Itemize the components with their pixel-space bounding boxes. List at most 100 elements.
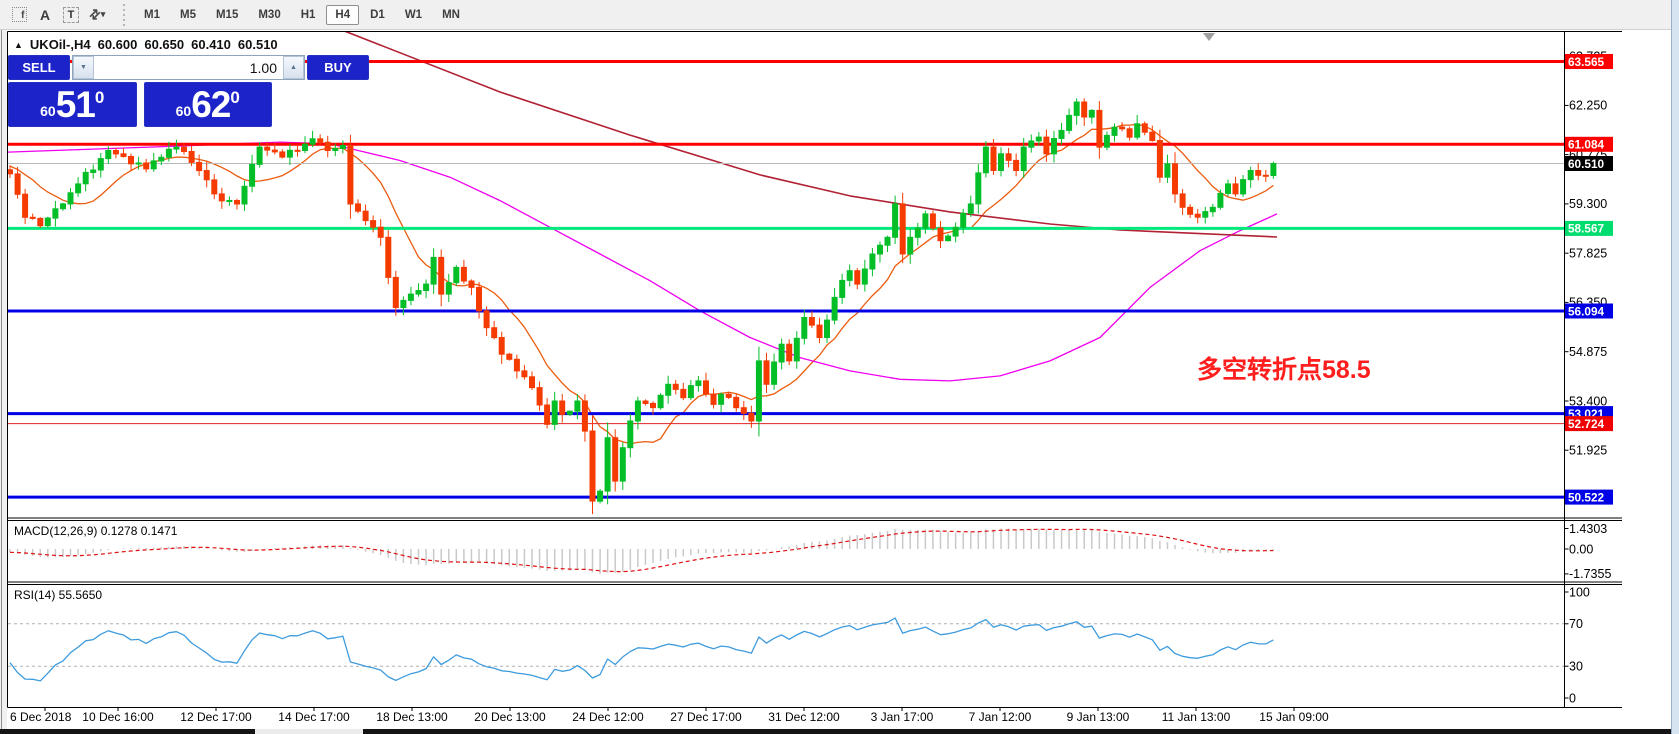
buy-price-big: 62 [191, 84, 231, 125]
candle-body [1103, 134, 1110, 148]
candle-body [120, 153, 127, 158]
timeframe-h4[interactable]: H4 [326, 4, 360, 25]
candle-body [687, 385, 694, 399]
candle-body [1240, 179, 1247, 195]
price-badge [1565, 136, 1613, 152]
candle-body [680, 388, 687, 399]
candle-body [1270, 163, 1277, 176]
volume-input[interactable] [94, 56, 283, 79]
volume-increase-button[interactable]: ▲ [283, 56, 304, 79]
candle-body [733, 396, 740, 409]
candle-body [1119, 126, 1126, 130]
candle-body [551, 400, 558, 425]
candle-body [249, 163, 256, 187]
time-scale[interactable]: 6 Dec 2018 10 Dec 16:00 12 Dec 17:00 14 Dec… [10, 707, 1329, 725]
window-left-edge [0, 30, 7, 734]
price-badge [1565, 54, 1613, 69]
candle-body [158, 156, 165, 162]
timeframe-m30[interactable]: M30 [249, 5, 289, 25]
candle-body [907, 236, 914, 255]
timeframe-d1[interactable]: D1 [361, 5, 394, 25]
candle-body [990, 146, 997, 172]
candle-body [710, 393, 717, 405]
buy-price-box[interactable]: 60 62 0 [143, 82, 272, 127]
candle-body [778, 343, 785, 363]
candle-body [498, 337, 505, 355]
candle-body [468, 280, 475, 288]
cursor-a-icon[interactable]: A [39, 6, 51, 23]
candle-body [808, 317, 815, 326]
candle-body [90, 169, 97, 173]
timeframe-m1[interactable]: M1 [135, 5, 169, 25]
candle-body [256, 146, 263, 165]
timeframe-h1[interactable]: H1 [292, 5, 325, 25]
bottom-scrollbar-track[interactable] [0, 729, 1679, 734]
candle-body [165, 148, 172, 158]
timeframe-m5[interactable]: M5 [171, 5, 205, 25]
price-badge [1565, 303, 1613, 319]
candle-body [400, 299, 407, 308]
candle-body [1051, 138, 1057, 155]
candle-body [67, 192, 74, 205]
candle-body [60, 203, 66, 210]
candle-body [445, 282, 452, 295]
candle-body [1005, 153, 1012, 161]
buy-price-prefix: 60 [175, 102, 192, 119]
ohlc-open: 60.600 [97, 37, 138, 52]
sell-price-sup: 0 [94, 87, 105, 107]
annotation-text[interactable]: 多空转折点58.5 [1197, 356, 1371, 384]
time-label: 10 Dec 16:00 [82, 710, 154, 724]
candle-body [657, 394, 664, 409]
timeframe-m15[interactable]: M15 [207, 5, 247, 25]
indicators-f-icon[interactable]: f [6, 3, 32, 27]
collapse-icon[interactable]: ▲ [14, 39, 23, 50]
time-label: 6 Dec 2018 [10, 710, 72, 724]
sell-price-box[interactable]: 60 51 0 [8, 82, 137, 127]
rsi-panel [8, 617, 1564, 682]
price-scale[interactable]: 63.72562.25060.77559.30057.82556.35054.8… [1564, 49, 1613, 705]
sell-button[interactable]: SELL [8, 55, 70, 80]
chart-marker-triangle[interactable] [1203, 33, 1215, 41]
time-label: 7 Jan 12:00 [969, 710, 1032, 724]
candle-body [771, 361, 778, 385]
rsi-scale-label: 0 [1569, 691, 1576, 705]
candle-body [1028, 140, 1035, 148]
candle-body [1058, 129, 1065, 139]
candle-body [226, 200, 233, 202]
candle-body [271, 149, 278, 153]
candle-body [650, 402, 656, 409]
candle-body [665, 383, 672, 396]
candle-body [347, 145, 354, 205]
timeframe-w1[interactable]: W1 [396, 5, 431, 25]
candle-body [1164, 163, 1171, 178]
candle-body [945, 235, 952, 242]
price-tick-label: 59.300 [1569, 197, 1607, 211]
toolbar-drag-handle[interactable] [120, 3, 128, 26]
candle-body [952, 226, 959, 237]
candle-body [97, 158, 104, 171]
candle-body [892, 203, 899, 238]
candle-body [339, 145, 346, 149]
timeframe-mn[interactable]: MN [433, 5, 469, 25]
bottom-scrollbar-thumb[interactable] [255, 729, 363, 734]
text-tool-icon[interactable]: T [58, 3, 84, 27]
sell-price-prefix: 60 [40, 102, 56, 119]
volume-decrease-button[interactable]: ▼ [73, 56, 94, 79]
rsi-label: RSI(14) 55.5650 [14, 588, 102, 602]
candle-body [574, 400, 581, 412]
candle-body [559, 400, 566, 415]
draw-objects-icon[interactable]: ⇅ ▾ [85, 4, 106, 24]
candle-body [1141, 123, 1148, 133]
candle-body [1066, 114, 1073, 131]
candle-body [392, 276, 399, 308]
macd-label: MACD(12,26,9) 0.1278 0.1471 [14, 524, 178, 538]
candle-body [672, 383, 679, 390]
candle-body [1255, 170, 1262, 176]
candle-body [899, 203, 906, 255]
candle-body [377, 226, 384, 238]
time-label: 24 Dec 12:00 [572, 710, 644, 724]
candle-body [521, 370, 528, 378]
candle-body [937, 227, 944, 242]
buy-button[interactable]: BUY [307, 55, 369, 80]
